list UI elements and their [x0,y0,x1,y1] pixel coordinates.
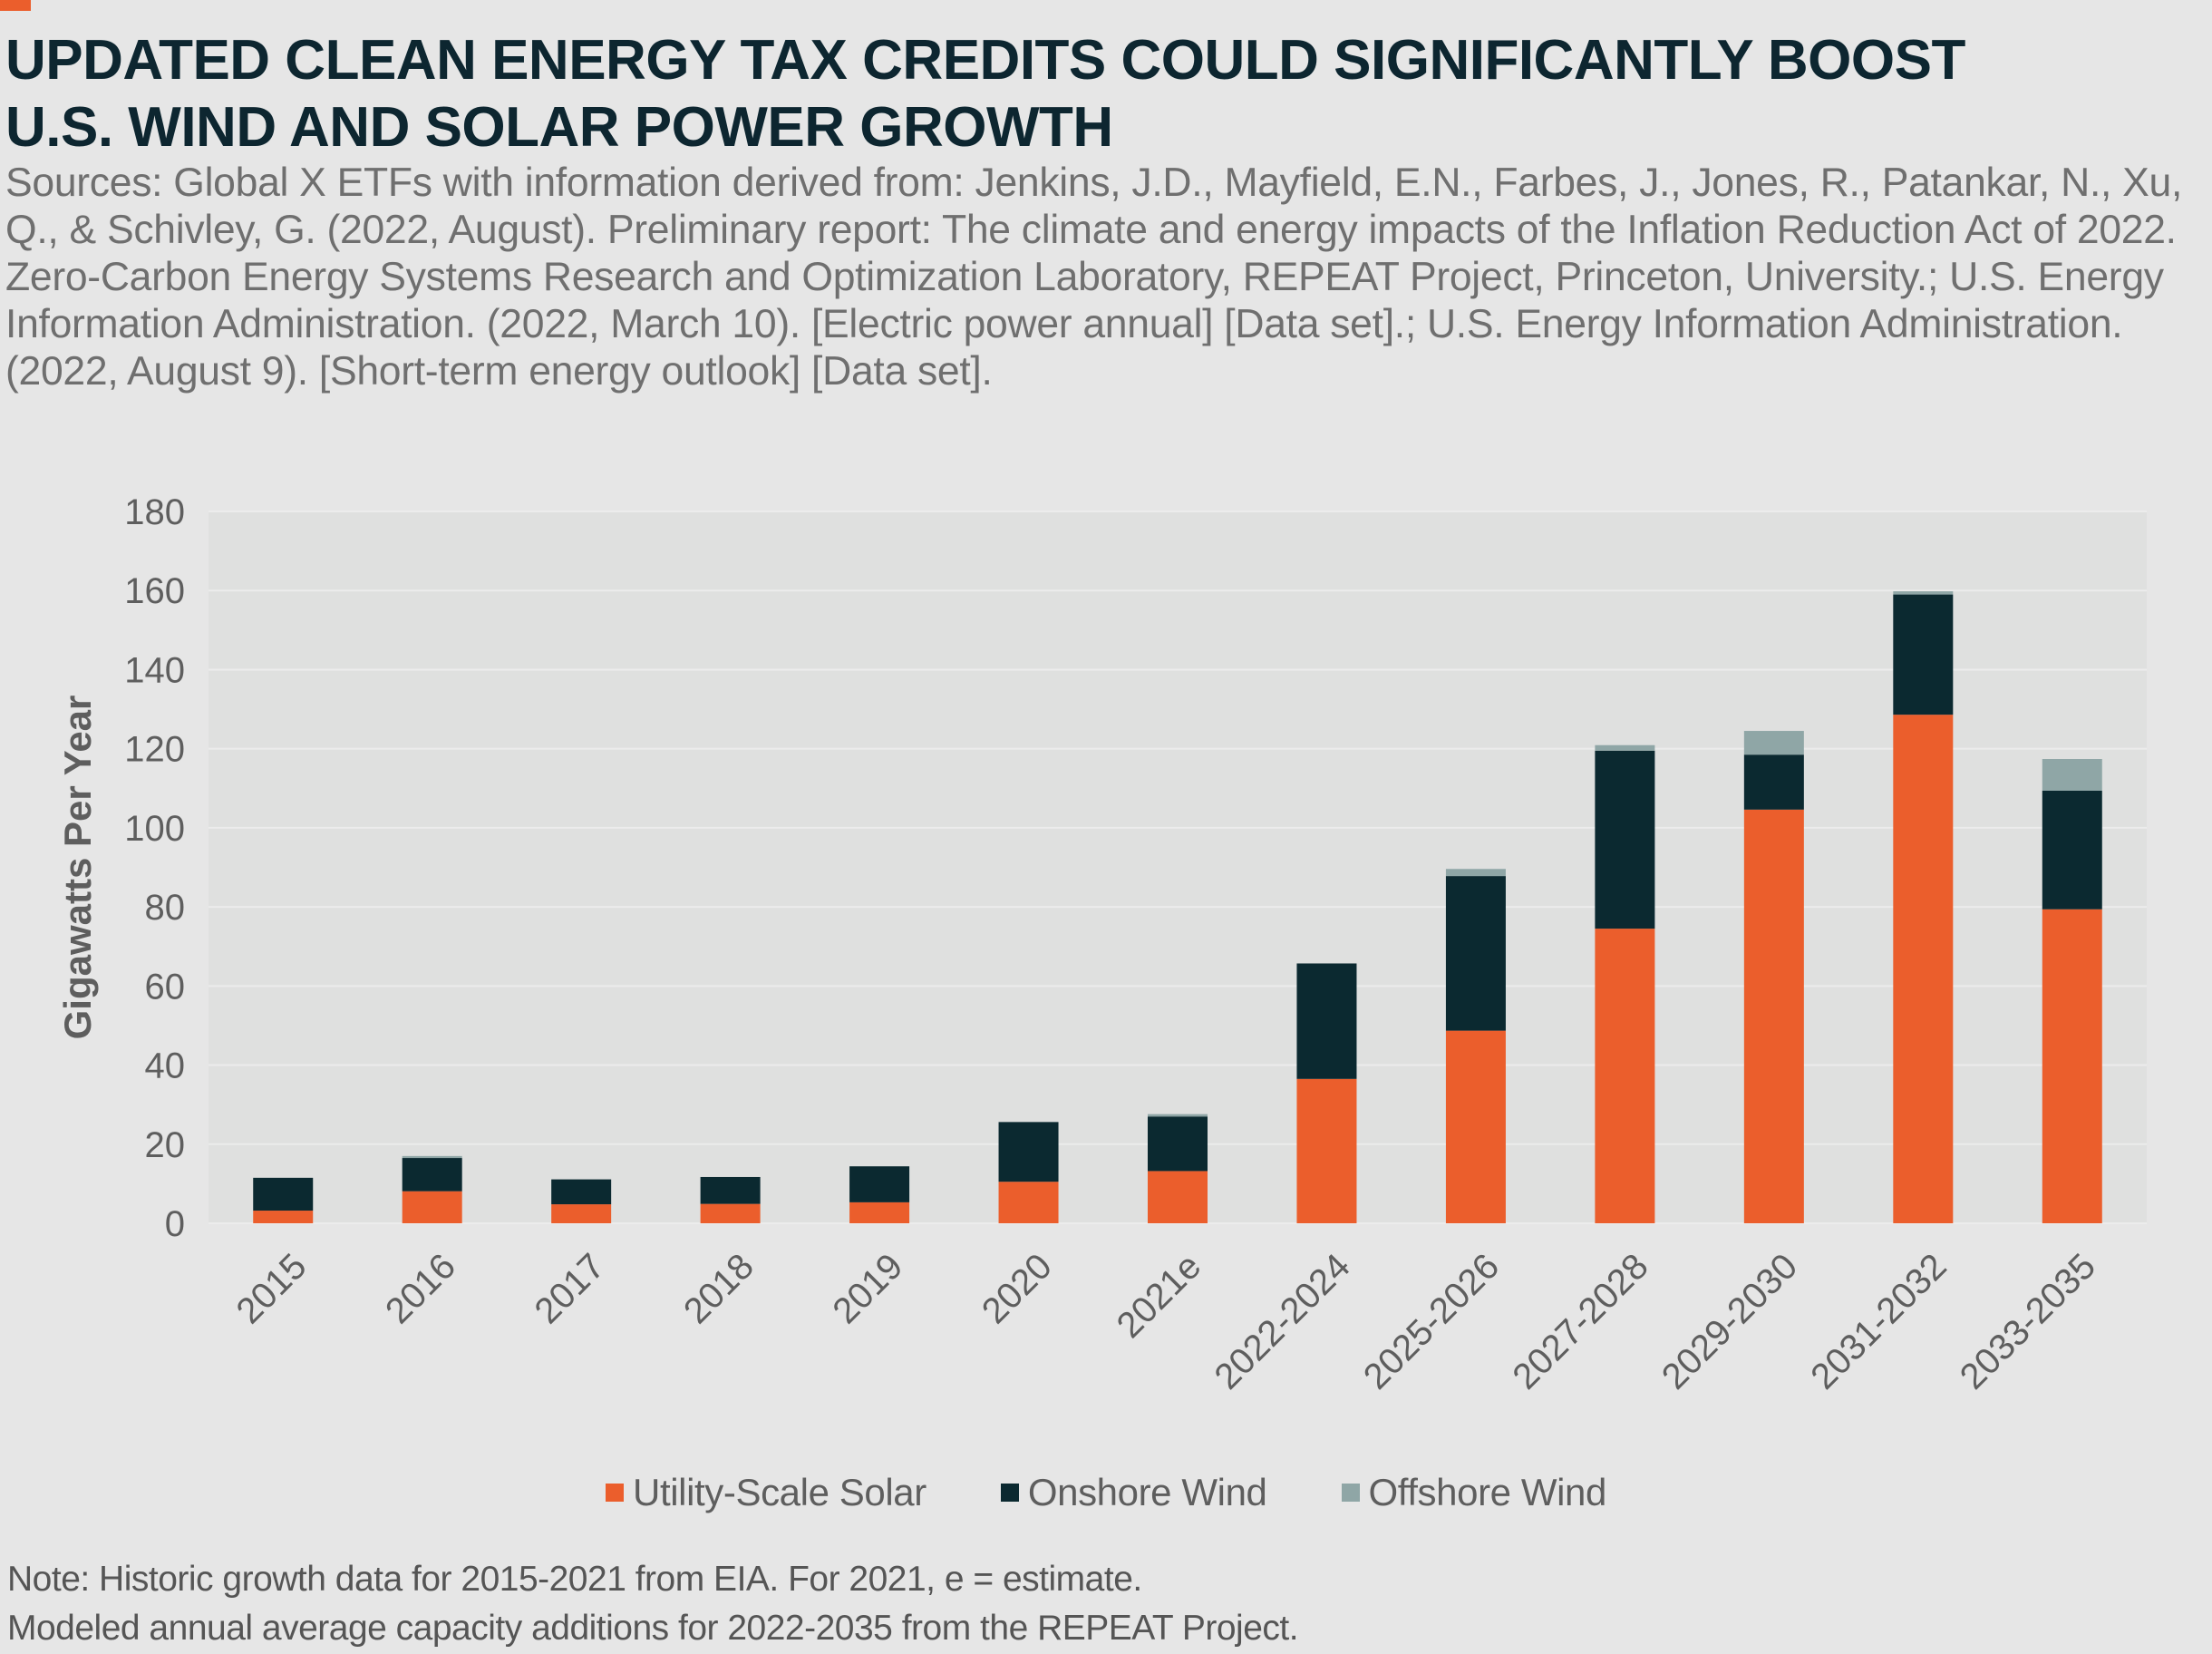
bar-onshore-wind-2018 [700,1176,761,1204]
x-tick-label: 2033-2035 [1953,1246,2103,1396]
bar-onshore-wind-2025-2026 [1445,876,1506,1031]
footnote: Note: Historic growth data for 2015-2021… [7,1555,1299,1653]
legend-swatch [1341,1484,1360,1502]
legend-label: Onshore Wind [1027,1471,1267,1513]
title-line-1: UPDATED CLEAN ENERGY TAX CREDITS COULD S… [5,29,1965,92]
y-axis-label: Gigawatts Per Year [56,696,99,1040]
legend-item: Utility-Scale Solar [606,1471,927,1514]
note-line-1: Note: Historic growth data for 2015-2021… [7,1560,1142,1599]
accent-bar [0,0,31,11]
bar-offshore-wind-2025-2026 [1445,869,1506,877]
y-tick-label: 100 [124,809,185,849]
y-tick-label: 0 [165,1204,185,1244]
x-tick-label: 2022-2024 [1207,1246,1357,1396]
bar-utility-scale-solar-2020 [998,1182,1059,1223]
x-tick-label: 2025-2026 [1356,1246,1507,1396]
legend-swatch [606,1484,625,1502]
bar-offshore-wind-2027-2028 [1595,744,1655,751]
plot-area [209,511,2147,1223]
y-tick-label: 180 [124,492,185,532]
bar-onshore-wind-2029-2030 [1743,754,1804,810]
bar-offshore-wind-2033-2035 [2042,759,2102,791]
x-tick-label: 2018 [676,1246,762,1331]
chart-legend: Utility-Scale Solar Onshore Wind Offshore … [0,1471,2212,1514]
bar-onshore-wind-2021e [1148,1116,1208,1172]
x-tick-label: 2021e [1110,1246,1209,1346]
y-tick-label: 120 [124,730,185,770]
bar-onshore-wind-2022-2024 [1296,963,1357,1079]
bar-offshore-wind-2031-2032 [1893,591,1954,595]
bar-onshore-wind-2020 [998,1122,1059,1182]
bar-utility-scale-solar-2018 [700,1203,761,1223]
bar-utility-scale-solar-2015 [253,1211,314,1223]
bar-utility-scale-solar-2017 [551,1204,612,1223]
bar-utility-scale-solar-2033-2035 [2042,909,2102,1223]
bar-utility-scale-solar-2027-2028 [1595,929,1655,1223]
x-tick-label: 2027-2028 [1505,1246,1655,1396]
bar-onshore-wind-2016 [402,1158,462,1192]
page-title: UPDATED CLEAN ENERGY TAX CREDITS COULD S… [5,27,2181,161]
bar-utility-scale-solar-2025-2026 [1445,1030,1506,1223]
legend-label: Offshore Wind [1368,1471,1607,1513]
y-tick-label: 60 [145,967,186,1007]
bar-utility-scale-solar-2016 [402,1191,462,1223]
x-tick-label: 2015 [229,1246,315,1331]
bar-utility-scale-solar-2031-2032 [1893,715,1954,1223]
x-tick-label: 2020 [975,1246,1060,1331]
bar-onshore-wind-2031-2032 [1893,594,1954,715]
legend-swatch [1000,1484,1019,1502]
y-tick-label: 20 [145,1125,186,1165]
bar-onshore-wind-2027-2028 [1595,750,1655,929]
bar-offshore-wind-2029-2030 [1743,731,1804,755]
legend-item: Offshore Wind [1341,1471,1607,1514]
note-line-2: Modeled annual average capacity addition… [7,1609,1299,1648]
bar-utility-scale-solar-2022-2024 [1296,1078,1357,1223]
bar-onshore-wind-2033-2035 [2042,790,2102,910]
x-tick-label: 2029-2030 [1654,1246,1805,1396]
y-tick-label: 140 [124,650,185,690]
title-line-2: U.S. WIND AND SOLAR POWER GROWTH [5,96,1113,159]
x-tick-label: 2031-2032 [1803,1246,1954,1396]
x-tick-label: 2019 [825,1246,910,1331]
bar-onshore-wind-2019 [849,1166,910,1202]
bar-utility-scale-solar-2019 [849,1202,910,1223]
bar-onshore-wind-2017 [551,1179,612,1205]
x-tick-label: 2016 [378,1246,463,1331]
y-tick-label: 160 [124,571,185,611]
bar-onshore-wind-2015 [253,1177,314,1211]
y-tick-label: 40 [145,1046,186,1086]
sources-text: Sources: Global X ETFs with information … [5,161,2183,394]
bar-offshore-wind-2016 [402,1155,462,1159]
bar-utility-scale-solar-2021e [1148,1171,1208,1223]
x-tick-label: 2017 [527,1246,612,1331]
legend-item: Onshore Wind [1000,1471,1267,1514]
y-tick-label: 80 [145,888,186,928]
stacked-bar-chart: 0 20 40 60 80 100 120 140 160 180 Gigawatts Per Ye… [56,492,2147,1397]
legend-label: Utility-Scale Solar [633,1471,927,1513]
bar-utility-scale-solar-2029-2030 [1743,809,1804,1223]
bar-offshore-wind-2021e [1148,1114,1208,1117]
